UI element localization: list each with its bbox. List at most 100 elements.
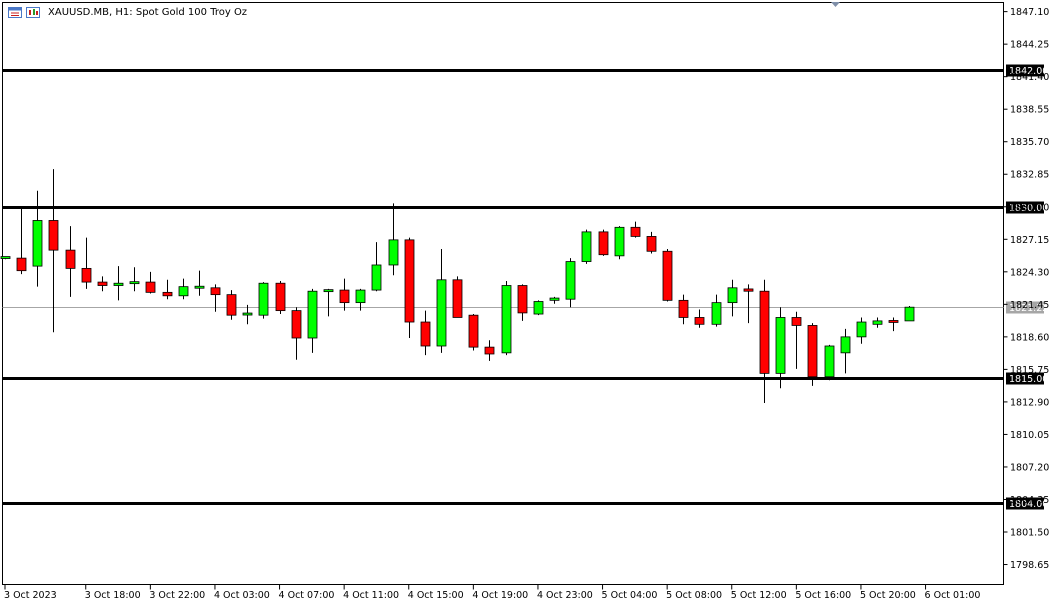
candle[interactable]	[16, 206, 27, 275]
candle[interactable]	[194, 270, 205, 296]
candle[interactable]	[420, 310, 431, 356]
candle-body	[452, 279, 463, 318]
candle-body	[904, 306, 915, 322]
candle[interactable]	[0, 256, 11, 260]
candle[interactable]	[824, 344, 835, 381]
price-tick-label: 1821.45	[1010, 300, 1049, 311]
candle[interactable]	[759, 279, 770, 404]
candle-body	[307, 290, 318, 339]
candle[interactable]	[162, 279, 173, 300]
candle[interactable]	[81, 237, 92, 289]
candle-body	[824, 345, 835, 378]
candle[interactable]	[630, 221, 641, 238]
candle[interactable]	[65, 226, 76, 297]
candle-body	[759, 290, 770, 374]
time-axis[interactable]: 3 Oct 2023 3 Oct 18:00 3 Oct 22:00 4 Oct 03…	[4, 584, 980, 601]
candle[interactable]	[291, 307, 302, 360]
candle[interactable]	[484, 340, 495, 361]
candle[interactable]	[178, 278, 189, 300]
candle[interactable]	[727, 279, 738, 317]
candle[interactable]	[775, 307, 786, 389]
candle[interactable]	[856, 317, 867, 344]
candle[interactable]	[533, 300, 544, 316]
candle[interactable]	[678, 294, 689, 325]
candle[interactable]	[743, 284, 754, 324]
candle[interactable]	[646, 231, 657, 254]
candle[interactable]	[517, 284, 528, 321]
candle[interactable]	[888, 317, 899, 332]
candle[interactable]	[242, 304, 253, 325]
candle-body	[678, 299, 689, 318]
candle[interactable]	[711, 294, 722, 327]
candle[interactable]	[662, 248, 673, 302]
candle[interactable]	[452, 276, 463, 318]
candle[interactable]	[307, 288, 318, 353]
candle-body	[371, 264, 382, 291]
level-label: 1842.00	[1009, 66, 1048, 77]
symbol-chart-icon[interactable]	[26, 6, 40, 18]
time-tick-label: 5 Oct 08:00	[666, 590, 722, 601]
time-tick-label: 4 Oct 07:00	[279, 590, 335, 601]
candle[interactable]	[614, 226, 625, 260]
chart-title: XAUUSD.MB, H1: Spot Gold 100 Troy Oz	[48, 7, 247, 18]
candle[interactable]	[355, 288, 366, 311]
horizontal-lines: 1842.00 1830.00 1815.00 1804.00	[2, 64, 1048, 510]
candle[interactable]	[501, 280, 512, 356]
candle[interactable]	[904, 306, 915, 322]
price-tick-label: 1844.25	[1010, 40, 1049, 51]
candle[interactable]	[436, 248, 447, 353]
price-tick-label: 1812.90	[1010, 397, 1049, 408]
candle[interactable]	[258, 282, 269, 319]
candle-body	[48, 220, 59, 251]
price-tick-label: 1835.70	[1010, 137, 1049, 148]
candle-body	[501, 285, 512, 354]
candle[interactable]	[113, 266, 124, 301]
candle[interactable]	[226, 290, 237, 320]
candle[interactable]	[371, 242, 382, 292]
time-tick-label: 5 Oct 04:00	[602, 590, 658, 601]
time-tick-label: 3 Oct 18:00	[85, 590, 141, 601]
candle[interactable]	[388, 203, 399, 276]
candle-body	[404, 239, 415, 323]
candle-body	[339, 289, 350, 304]
candle[interactable]	[468, 314, 479, 351]
price-axis[interactable]: 1847.10 1844.25 1841.40 1838.55 1835.70 1832.…	[1003, 7, 1050, 571]
candle[interactable]	[404, 237, 415, 339]
candle[interactable]	[323, 288, 334, 317]
time-tick-label: 3 Oct 22:00	[149, 590, 205, 601]
candle[interactable]	[549, 296, 560, 304]
candle[interactable]	[32, 190, 43, 287]
time-tick-label: 5 Oct 16:00	[795, 590, 851, 601]
candle-body	[711, 302, 722, 325]
symbol-label: XAUUSD.MB, H1:	[48, 6, 133, 18]
time-tick-label: 4 Oct 11:00	[343, 590, 399, 601]
candle[interactable]	[97, 276, 108, 292]
candle-body	[533, 301, 544, 315]
candle[interactable]	[48, 169, 59, 333]
candle[interactable]	[694, 309, 705, 328]
candle[interactable]	[339, 278, 350, 311]
level-label-box	[1006, 372, 1044, 385]
candle[interactable]	[129, 267, 140, 292]
candle[interactable]	[791, 311, 802, 369]
candle-body	[549, 297, 560, 301]
candle[interactable]	[840, 328, 851, 374]
level-label: 1830.00	[1009, 203, 1048, 214]
shift-marker-icon[interactable]	[831, 2, 840, 7]
candle[interactable]	[872, 317, 883, 328]
candle[interactable]	[275, 280, 286, 315]
candle[interactable]	[210, 284, 221, 312]
candle[interactable]	[145, 271, 156, 294]
candle[interactable]	[807, 323, 818, 386]
bid-label-box	[1006, 301, 1044, 314]
level-label-box	[1006, 201, 1044, 214]
candle-body	[614, 226, 625, 257]
price-tick-label: 1798.65	[1010, 560, 1049, 571]
candle[interactable]	[565, 258, 576, 308]
candle[interactable]	[581, 229, 592, 264]
chart-window-icon[interactable]	[8, 6, 22, 18]
candle[interactable]	[598, 229, 609, 256]
level-label: 1815.00	[1009, 374, 1048, 385]
candle-body	[129, 281, 140, 285]
